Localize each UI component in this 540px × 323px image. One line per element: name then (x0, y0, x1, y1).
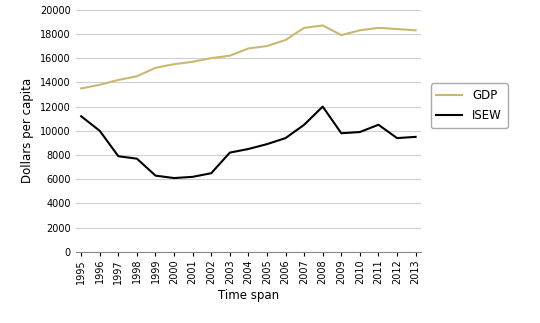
Line: GDP: GDP (81, 26, 416, 89)
ISEW (171, 176, 177, 180)
ISEW (97, 129, 103, 133)
GDP (134, 74, 140, 78)
ISEW (375, 123, 382, 127)
ISEW (264, 142, 270, 146)
Legend: GDP, ISEW: GDP, ISEW (430, 83, 508, 128)
ISEW (208, 171, 214, 175)
GDP (190, 60, 196, 64)
GDP (171, 62, 177, 66)
ISEW (152, 174, 159, 178)
GDP (78, 87, 84, 90)
ISEW (78, 114, 84, 118)
Line: ISEW: ISEW (81, 107, 416, 178)
GDP (282, 38, 289, 42)
ISEW (115, 154, 122, 158)
ISEW (282, 136, 289, 140)
GDP (97, 83, 103, 87)
GDP (413, 28, 419, 32)
GDP (338, 33, 345, 37)
Y-axis label: Dollars per capita: Dollars per capita (22, 78, 35, 183)
GDP (394, 27, 400, 31)
GDP (208, 56, 214, 60)
ISEW (413, 135, 419, 139)
GDP (152, 66, 159, 70)
X-axis label: Time span: Time span (218, 289, 279, 302)
ISEW (301, 123, 307, 127)
ISEW (190, 175, 196, 179)
GDP (301, 26, 307, 30)
GDP (320, 24, 326, 27)
GDP (375, 26, 382, 30)
ISEW (227, 151, 233, 155)
GDP (245, 47, 252, 50)
ISEW (245, 147, 252, 151)
ISEW (394, 136, 400, 140)
ISEW (134, 157, 140, 161)
GDP (115, 78, 122, 82)
GDP (356, 28, 363, 32)
ISEW (338, 131, 345, 135)
ISEW (356, 130, 363, 134)
GDP (264, 44, 270, 48)
GDP (227, 54, 233, 57)
ISEW (320, 105, 326, 109)
